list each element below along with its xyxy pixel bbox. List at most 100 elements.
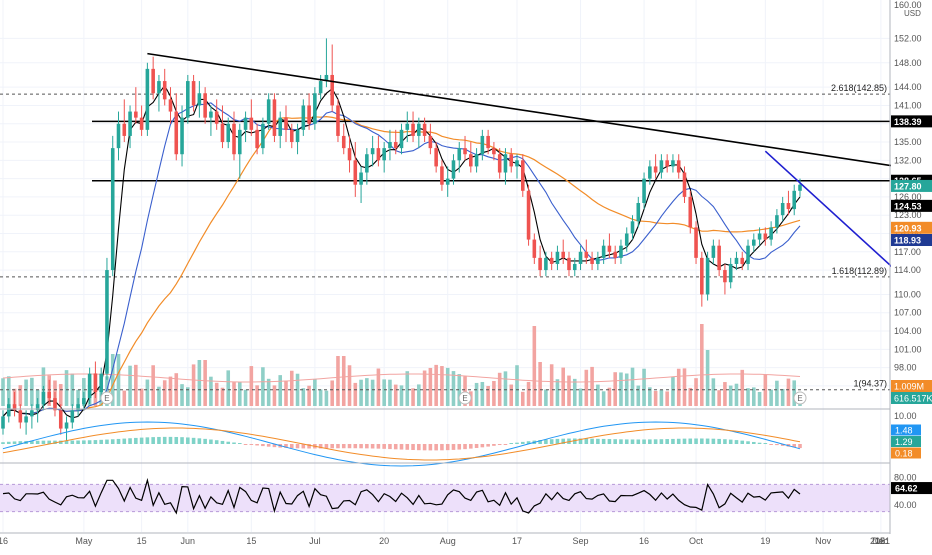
candle[interactable] (457, 148, 462, 161)
candle[interactable] (694, 227, 698, 258)
candle[interactable] (549, 257, 554, 264)
candle[interactable] (58, 410, 63, 429)
candle[interactable] (174, 111, 179, 155)
candle[interactable] (70, 410, 75, 423)
candle[interactable] (411, 123, 415, 136)
candle[interactable] (480, 135, 485, 155)
candle[interactable] (601, 245, 606, 258)
candle[interactable] (786, 203, 791, 210)
candle[interactable] (544, 257, 548, 271)
candle[interactable] (6, 404, 11, 417)
price-tag[interactable] (891, 115, 932, 128)
candle[interactable] (417, 123, 421, 136)
candle[interactable] (445, 178, 450, 185)
candle[interactable] (353, 160, 358, 185)
candle[interactable] (209, 111, 213, 118)
candle[interactable] (110, 148, 115, 271)
candle[interactable] (64, 422, 69, 429)
candle[interactable] (295, 129, 300, 143)
candle[interactable] (145, 68, 150, 130)
candle[interactable] (624, 233, 629, 246)
candle[interactable] (763, 233, 768, 240)
candle[interactable] (780, 203, 785, 216)
candle[interactable] (607, 245, 612, 252)
candle[interactable] (289, 129, 294, 143)
candle[interactable] (232, 123, 236, 155)
candle[interactable] (440, 166, 444, 185)
candle[interactable] (336, 105, 340, 136)
candle[interactable] (359, 172, 363, 185)
candle[interactable] (405, 123, 410, 130)
candle[interactable] (93, 373, 98, 392)
candle[interactable] (388, 142, 392, 149)
earnings-marker[interactable] (100, 391, 114, 405)
candle[interactable] (266, 99, 271, 124)
candle[interactable] (382, 148, 386, 161)
candle[interactable] (18, 410, 23, 423)
candle[interactable] (665, 160, 669, 167)
candle[interactable] (116, 123, 121, 149)
candle[interactable] (584, 251, 589, 258)
candle[interactable] (740, 257, 745, 264)
candle[interactable] (769, 227, 773, 240)
candle[interactable] (162, 81, 167, 100)
candle[interactable] (197, 93, 202, 106)
price-tag[interactable] (891, 199, 932, 212)
candle[interactable] (705, 257, 710, 295)
candle[interactable] (526, 190, 531, 240)
candle[interactable] (261, 123, 265, 149)
candle[interactable] (278, 117, 283, 136)
candle[interactable] (636, 203, 641, 222)
price-tag[interactable] (891, 179, 932, 192)
candle[interactable] (53, 398, 57, 411)
candle[interactable] (220, 123, 225, 143)
candle[interactable] (503, 154, 508, 173)
candle[interactable] (555, 251, 560, 264)
candle[interactable] (676, 160, 681, 173)
candle[interactable] (590, 257, 594, 264)
candle[interactable] (128, 111, 132, 136)
candle[interactable] (723, 270, 727, 283)
candle[interactable] (347, 148, 352, 161)
earnings-marker[interactable] (793, 391, 807, 405)
candle[interactable] (700, 257, 704, 295)
candle[interactable] (284, 117, 288, 130)
candle[interactable] (630, 221, 635, 234)
candle[interactable] (76, 404, 80, 411)
candle[interactable] (497, 154, 502, 173)
candle[interactable] (203, 93, 207, 118)
candle[interactable] (567, 257, 571, 271)
candle[interactable] (226, 123, 231, 143)
candle[interactable] (399, 129, 404, 149)
candle[interactable] (492, 148, 496, 155)
candle[interactable] (463, 148, 467, 155)
candle[interactable] (237, 129, 242, 155)
candle[interactable] (318, 81, 323, 94)
candle[interactable] (619, 245, 623, 258)
candle[interactable] (122, 123, 127, 136)
candle[interactable] (561, 251, 566, 258)
candle[interactable] (757, 233, 762, 240)
candle[interactable] (105, 270, 109, 374)
candle[interactable] (272, 99, 277, 136)
candle[interactable] (301, 105, 306, 130)
candle[interactable] (82, 398, 86, 405)
candle[interactable] (798, 184, 802, 191)
candle[interactable] (648, 166, 652, 179)
candle[interactable] (653, 166, 658, 173)
candle[interactable] (509, 154, 514, 167)
candle[interactable] (596, 257, 600, 264)
candle[interactable] (474, 154, 479, 167)
candle[interactable] (134, 111, 138, 118)
earnings-marker[interactable] (458, 391, 472, 405)
candle[interactable] (168, 99, 173, 112)
candle[interactable] (642, 178, 646, 203)
candle[interactable] (47, 392, 51, 399)
candle[interactable] (486, 135, 490, 149)
candle[interactable] (752, 239, 756, 246)
candle[interactable] (151, 68, 155, 94)
candle[interactable] (1, 416, 5, 429)
candle[interactable] (24, 416, 28, 423)
